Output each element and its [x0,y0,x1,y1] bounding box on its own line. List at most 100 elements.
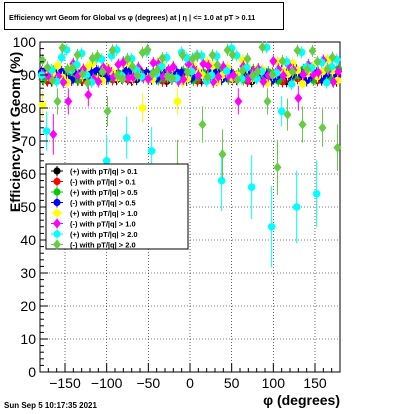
data-point [294,93,303,104]
data-point [58,42,67,53]
data-point [64,96,73,107]
data-point [128,61,137,72]
data-point [263,96,272,107]
data-point [198,119,207,130]
data-point [314,67,323,78]
legend-marker [53,198,61,207]
data-point [269,56,278,67]
data-point [48,75,57,86]
data-point [169,61,178,72]
data-point [208,50,217,61]
data-point [178,50,187,61]
x-axis-label: φ (degrees) [263,392,340,408]
legend-marker [53,230,61,238]
data-point [279,70,288,81]
data-point [328,52,337,63]
data-point [93,50,102,61]
legend-label: (-) with pT/|q| > 2.0 [70,241,136,250]
data-point [38,55,47,66]
x-tick-label: −50 [136,375,160,391]
data-point [247,183,256,191]
data-point [217,176,226,185]
y-axis-label: Efficiency wrt Geom (%) [7,52,23,212]
data-point [92,66,101,75]
data-point [259,76,268,87]
legend-label: (+) with pT/|q| > 0.5 [70,188,138,197]
y-tick-label: 40 [20,232,36,248]
y-tick-label: 60 [20,166,36,182]
data-point [38,100,47,109]
legend-item: (-) with pT/|q| > 2.0 [51,239,136,250]
x-tick-label: 50 [224,375,240,391]
x-tick-label: −100 [91,375,123,391]
data-point [118,74,127,85]
x-tick-label: 0 [186,375,194,391]
data-point [42,127,51,135]
data-point [268,69,277,80]
data-point [287,80,296,88]
data-point [73,49,82,60]
data-point [53,96,62,107]
data-point [203,72,212,83]
data-point [278,56,287,67]
data-point [273,162,282,173]
legend-marker [53,167,61,175]
data-point [214,71,223,82]
data-point [94,76,103,87]
y-tick-label: 90 [20,67,36,83]
x-tick-label: 150 [303,375,327,391]
data-point [234,96,243,107]
data-point [288,66,297,77]
data-point [102,157,111,165]
y-tick-label: 20 [20,298,36,314]
data-point [303,64,312,75]
data-point [124,73,133,84]
legend-marker [53,218,61,229]
data-point [299,69,308,80]
data-point [293,45,302,56]
y-tick-label: 0 [28,364,36,380]
data-point [43,62,52,73]
legend-item: (-) with pT/|q| > 1.0 [51,218,136,229]
chart-title: Efficiency wrt Geom for Global vs φ (deg… [9,13,256,22]
legend-box [45,163,189,250]
data-point [283,109,292,120]
data-point [59,77,68,88]
timestamp: Sun Sep 5 10:17:35 2021 [4,401,97,410]
data-point [253,66,262,77]
y-tick-label: 10 [20,331,36,347]
data-point [104,65,113,76]
data-point [153,64,162,75]
data-point [123,53,132,64]
legend-label: (+) with pT/|q| > 2.0 [70,230,138,239]
data-point [292,203,301,211]
series-5 [39,54,343,155]
x-tick-label: −150 [49,375,81,391]
data-point [68,63,77,74]
y-tick-label: 30 [20,265,36,281]
legend-label: (-) with pT/|q| > 0.1 [70,178,136,187]
data-point [228,49,237,60]
legend: (+) with pT/|q| > 0.1 (-) with pT/|q| > 0… [45,163,189,250]
data-point [308,45,317,56]
data-point [313,56,322,67]
legend-marker [53,239,61,250]
y-tick-label: 80 [20,100,36,116]
data-point [218,149,227,160]
data-point [49,129,58,140]
data-point [222,67,231,75]
axes: 0 10 20 30 40 50 60 70 80 90 100 −150 −100 −50 0 50 100 1… [13,34,341,391]
legend-item: (-) with pT/|q| > 0.5 [51,197,136,208]
data-point [223,45,232,56]
data-point [298,79,307,88]
data-point [183,67,192,78]
legend-label: (-) with pT/|q| > 1.0 [70,220,136,229]
data-point [103,106,112,117]
y-tick-label: 50 [20,199,36,215]
data-point [258,42,267,53]
legend-item: (+) with pT/|q| > 0.1 [51,166,138,176]
data-point [333,142,342,153]
data-point [318,122,327,133]
legend-item: (+) with pT/|q| > 1.0 [51,208,138,218]
